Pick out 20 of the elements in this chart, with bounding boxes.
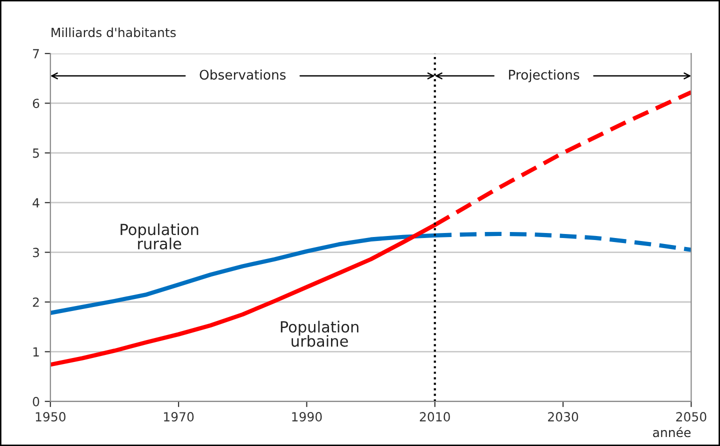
annotation: Observations	[200, 70, 286, 80]
y-tick-label: 3	[32, 248, 39, 258]
x-tick-label: 2050	[676, 412, 706, 422]
x-tick-label: 2010	[420, 412, 450, 422]
y-tick-label: 6	[32, 98, 40, 108]
x-tick-label: 1990	[292, 412, 322, 422]
annotation: Projections	[509, 70, 580, 82]
annotation: Population rurale	[120, 223, 198, 250]
x-tick-label: 1970	[164, 412, 194, 422]
y-tick-label: 2	[32, 297, 39, 307]
y-axis-title: Milliards d'habitants	[52, 28, 176, 38]
y-tick-label: 1	[33, 347, 39, 356]
x-tick-label: 1950	[36, 412, 66, 422]
x-axis-title: année	[653, 426, 691, 438]
y-tick-label: 4	[32, 198, 40, 208]
x-tick-label: 2030	[548, 412, 578, 422]
annotation: Population urbaine	[280, 320, 358, 347]
y-tick-label: 0	[32, 396, 40, 406]
y-tick-label: 5	[32, 148, 39, 158]
y-tick-label: 7	[33, 49, 39, 58]
